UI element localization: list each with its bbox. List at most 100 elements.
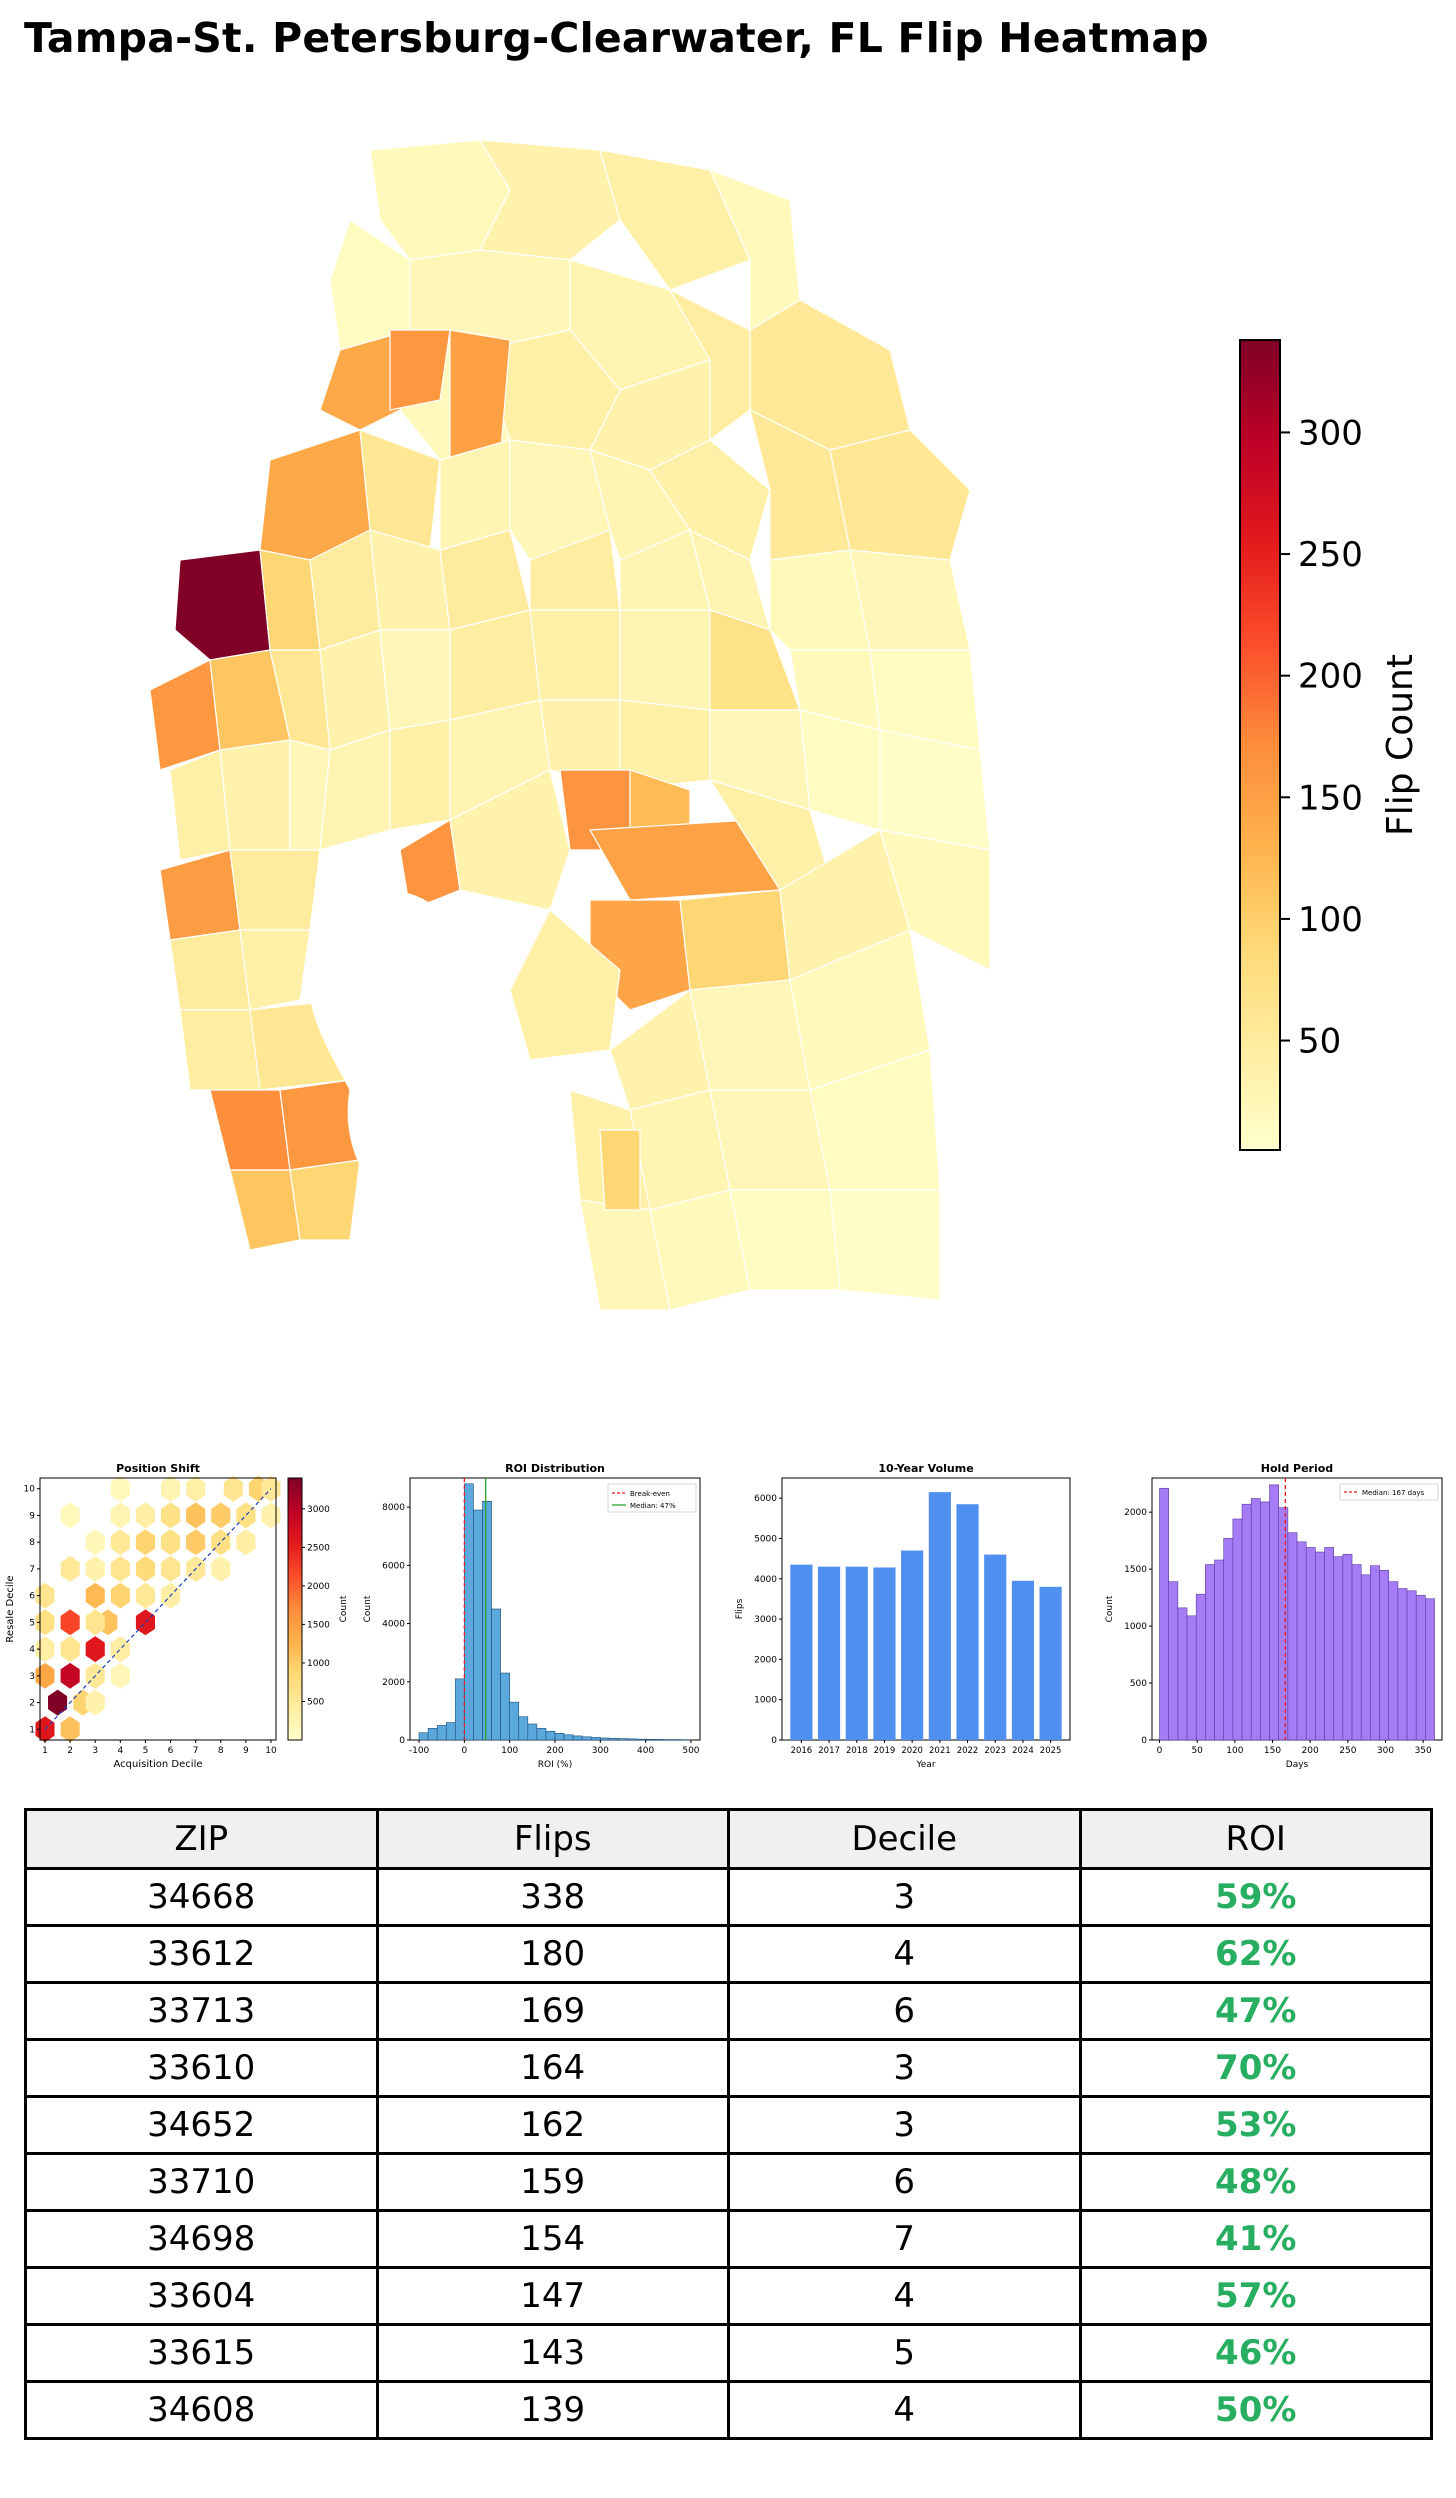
colorbar-tick-label: 2000 — [307, 1582, 330, 1592]
y-tick-label: 1000 — [754, 1696, 777, 1706]
histogram-bar — [1278, 1507, 1289, 1741]
cell-decile: 4 — [727, 2380, 1082, 2440]
x-tick-label: 0 — [1157, 1746, 1163, 1756]
choropleth-map — [150, 139, 991, 1311]
cell-zip: 34608 — [24, 2380, 379, 2440]
histogram-bar — [500, 1672, 510, 1741]
header-zip: ZIP — [24, 1808, 379, 1870]
x-tick-label: 400 — [637, 1746, 654, 1756]
histogram-bar — [1425, 1598, 1435, 1741]
x-tick-label: 2017 — [818, 1746, 840, 1756]
hexbin-cell — [60, 1502, 80, 1529]
table-row: 33610 164 3 70% — [24, 2038, 1433, 2098]
hexbin-cell — [110, 1555, 130, 1582]
y-tick-label: 8000 — [382, 1503, 405, 1513]
hexbin-cell — [48, 1689, 68, 1716]
page-title: Tampa-St. Petersburg-Clearwater, FL Flip… — [24, 14, 1209, 62]
colorbar-tick-label: 1000 — [307, 1659, 330, 1669]
y-tick-label: 6000 — [382, 1561, 405, 1571]
histogram-bar — [445, 1722, 456, 1741]
x-tick-label: 100 — [1226, 1746, 1243, 1756]
hexbin-cell — [223, 1475, 243, 1502]
histogram-bar — [554, 1733, 565, 1741]
cell-zip: 34652 — [24, 2095, 379, 2155]
x-tick-label: 2018 — [846, 1746, 868, 1756]
y-tick-label: 5000 — [754, 1534, 777, 1544]
cell-zip: 34698 — [24, 2209, 379, 2269]
table-row: 34608 139 4 50% — [24, 2380, 1433, 2440]
y-tick-label: 3000 — [754, 1615, 777, 1625]
histogram-bar — [1205, 1564, 1215, 1741]
y-tick-label: 0 — [771, 1736, 777, 1746]
y-axis-label: Count — [363, 1595, 373, 1622]
zip-region — [239, 929, 311, 1011]
histogram-bar — [1186, 1615, 1197, 1741]
zip-region — [509, 909, 621, 1061]
x-tick-label: 300 — [592, 1746, 609, 1756]
histogram-bar — [436, 1725, 447, 1741]
colorbar-tick-label: 2500 — [307, 1543, 330, 1553]
cell-flips: 147 — [375, 2266, 730, 2326]
x-tick-label: 2022 — [957, 1746, 979, 1756]
zip-region — [449, 329, 511, 461]
histogram-bar — [1351, 1564, 1362, 1741]
histogram-bar — [1250, 1498, 1261, 1741]
zip-region — [449, 769, 571, 911]
cell-zip: 33612 — [24, 1924, 379, 1984]
header-flips: Flips — [375, 1808, 730, 1870]
histogram-bar — [509, 1701, 520, 1741]
hexbin-cell — [110, 1502, 130, 1529]
histogram-bar — [636, 1738, 646, 1741]
colorbar-tick-label: 200 — [1298, 657, 1363, 697]
x-tick-label: 2 — [67, 1746, 73, 1756]
y-tick-label: 6 — [29, 1592, 35, 1602]
roi-distribution-chart: ROI Distribution Break-even Median: 47% -10… — [363, 1462, 701, 1770]
x-tick-label: 300 — [1377, 1746, 1394, 1756]
cell-decile: 3 — [727, 1867, 1082, 1927]
y-tick-label: 4000 — [382, 1620, 405, 1630]
hexbin-cell — [110, 1636, 130, 1663]
x-tick-label: 8 — [218, 1746, 224, 1756]
hexbin-cell — [186, 1475, 206, 1502]
histogram-bar — [609, 1737, 619, 1741]
x-tick-label: 2023 — [984, 1746, 1006, 1756]
legend-label: Break-even — [630, 1490, 670, 1498]
y-tick-label: 2000 — [754, 1655, 777, 1665]
histogram-bar — [482, 1500, 492, 1741]
zip-region — [829, 1189, 941, 1301]
zip-region — [369, 529, 451, 631]
zip-region — [689, 979, 811, 1091]
cell-roi: 46% — [1078, 2323, 1433, 2383]
x-tick-label: 1 — [42, 1746, 48, 1756]
y-tick-label: 5 — [29, 1618, 35, 1628]
zip-region — [849, 549, 971, 651]
volume-bar — [1011, 1580, 1034, 1740]
y-tick-label: 1500 — [1124, 1565, 1147, 1575]
volume-bar — [984, 1554, 1007, 1740]
hexbin-cell — [161, 1502, 181, 1529]
legend-label: Median: 47% — [630, 1502, 676, 1510]
diagonal-reference-line — [44, 1488, 272, 1730]
table-row: 34668 338 3 59% — [24, 1867, 1433, 1927]
zip-region — [599, 1129, 641, 1211]
x-tick-label: 10 — [265, 1746, 277, 1756]
zip-region — [209, 1089, 291, 1171]
hexbin-colorbar — [287, 1477, 303, 1741]
table-row: 33713 169 6 47% — [24, 1981, 1433, 2041]
histogram-bar — [473, 1509, 483, 1741]
zip-region — [649, 439, 771, 561]
volume-bar — [790, 1564, 813, 1740]
zip-region — [319, 629, 391, 751]
cell-flips: 162 — [375, 2095, 730, 2155]
zip-region — [174, 549, 271, 661]
histogram-bar — [1406, 1590, 1417, 1741]
zip-region — [150, 659, 221, 771]
histogram-bar — [627, 1738, 637, 1741]
colorbar-label: Flip Count — [1380, 654, 1421, 836]
zip-region — [229, 849, 321, 931]
histogram-bar — [563, 1734, 574, 1741]
zip-region — [799, 709, 881, 831]
hexbin-cell — [85, 1529, 105, 1556]
histogram-bar — [1333, 1556, 1344, 1741]
y-axis-label: Flips — [735, 1598, 745, 1619]
